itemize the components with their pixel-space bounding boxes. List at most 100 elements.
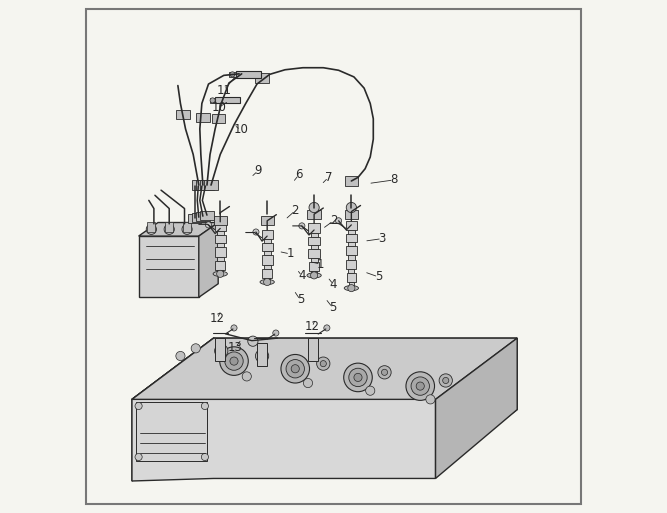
- Bar: [200, 181, 213, 190]
- Circle shape: [443, 378, 449, 384]
- Circle shape: [164, 224, 174, 234]
- Bar: [196, 112, 209, 122]
- Ellipse shape: [307, 273, 321, 278]
- Circle shape: [303, 379, 313, 388]
- Bar: [346, 221, 357, 230]
- Circle shape: [336, 218, 342, 224]
- Bar: [215, 235, 226, 243]
- Bar: [346, 246, 357, 255]
- Bar: [192, 181, 205, 190]
- Circle shape: [382, 369, 388, 376]
- Circle shape: [230, 72, 235, 77]
- Circle shape: [426, 395, 435, 404]
- Circle shape: [146, 224, 157, 234]
- Bar: [196, 211, 209, 221]
- Bar: [215, 261, 225, 270]
- Bar: [215, 97, 239, 104]
- Circle shape: [230, 357, 238, 365]
- Bar: [347, 273, 356, 282]
- Bar: [346, 234, 357, 242]
- Circle shape: [317, 357, 330, 370]
- Circle shape: [253, 229, 259, 235]
- Polygon shape: [199, 223, 218, 298]
- Bar: [307, 210, 321, 219]
- Bar: [311, 245, 317, 249]
- Text: 12: 12: [209, 312, 225, 325]
- Circle shape: [354, 373, 362, 382]
- Bar: [309, 223, 319, 232]
- Text: 10: 10: [211, 101, 226, 114]
- Text: 5: 5: [375, 270, 382, 283]
- Text: 1: 1: [317, 258, 324, 271]
- Circle shape: [231, 325, 237, 331]
- Bar: [346, 260, 356, 269]
- Bar: [213, 216, 227, 225]
- Bar: [255, 73, 269, 83]
- Bar: [215, 222, 226, 231]
- Circle shape: [291, 365, 299, 373]
- Polygon shape: [139, 223, 218, 236]
- Bar: [257, 343, 267, 366]
- Circle shape: [311, 272, 317, 279]
- Circle shape: [259, 353, 265, 359]
- Bar: [192, 212, 205, 222]
- Circle shape: [242, 372, 251, 381]
- Circle shape: [176, 351, 185, 361]
- Bar: [311, 271, 317, 275]
- Bar: [217, 270, 223, 274]
- Circle shape: [320, 361, 326, 367]
- Circle shape: [348, 285, 355, 292]
- Circle shape: [263, 279, 271, 286]
- Circle shape: [299, 223, 305, 229]
- Ellipse shape: [260, 280, 274, 285]
- Circle shape: [439, 374, 452, 387]
- Text: 9: 9: [254, 164, 261, 177]
- Bar: [176, 110, 189, 120]
- Bar: [308, 338, 318, 361]
- Bar: [217, 256, 224, 261]
- Text: 13: 13: [228, 341, 243, 354]
- Circle shape: [210, 98, 215, 103]
- Circle shape: [219, 347, 248, 376]
- Circle shape: [378, 366, 391, 379]
- Ellipse shape: [344, 286, 358, 291]
- Bar: [261, 216, 274, 225]
- Circle shape: [349, 368, 367, 387]
- Circle shape: [135, 453, 142, 461]
- Circle shape: [218, 348, 224, 354]
- Polygon shape: [132, 338, 517, 399]
- Bar: [264, 278, 270, 282]
- Text: 1: 1: [286, 247, 294, 261]
- Circle shape: [247, 336, 258, 346]
- Text: 7: 7: [325, 171, 332, 184]
- Circle shape: [366, 386, 375, 396]
- Polygon shape: [436, 338, 517, 479]
- Text: 5: 5: [297, 293, 304, 306]
- Bar: [135, 402, 207, 461]
- Bar: [165, 222, 173, 232]
- Bar: [215, 247, 226, 256]
- Circle shape: [416, 382, 424, 390]
- Bar: [235, 71, 261, 78]
- Polygon shape: [132, 338, 517, 399]
- Circle shape: [346, 203, 356, 212]
- Bar: [261, 230, 273, 239]
- Bar: [217, 231, 224, 235]
- Ellipse shape: [213, 271, 227, 277]
- Polygon shape: [132, 338, 436, 481]
- Text: 2: 2: [291, 204, 299, 217]
- Circle shape: [286, 360, 304, 378]
- Polygon shape: [436, 338, 517, 471]
- Text: 11: 11: [216, 84, 231, 96]
- Bar: [183, 222, 191, 232]
- Bar: [263, 251, 271, 255]
- Bar: [261, 255, 273, 265]
- Circle shape: [411, 377, 430, 396]
- Circle shape: [225, 352, 243, 370]
- Text: 3: 3: [378, 232, 386, 245]
- Text: 12: 12: [305, 321, 319, 333]
- Text: 4: 4: [329, 278, 338, 291]
- Bar: [349, 282, 354, 286]
- Bar: [309, 249, 319, 258]
- Circle shape: [273, 330, 279, 336]
